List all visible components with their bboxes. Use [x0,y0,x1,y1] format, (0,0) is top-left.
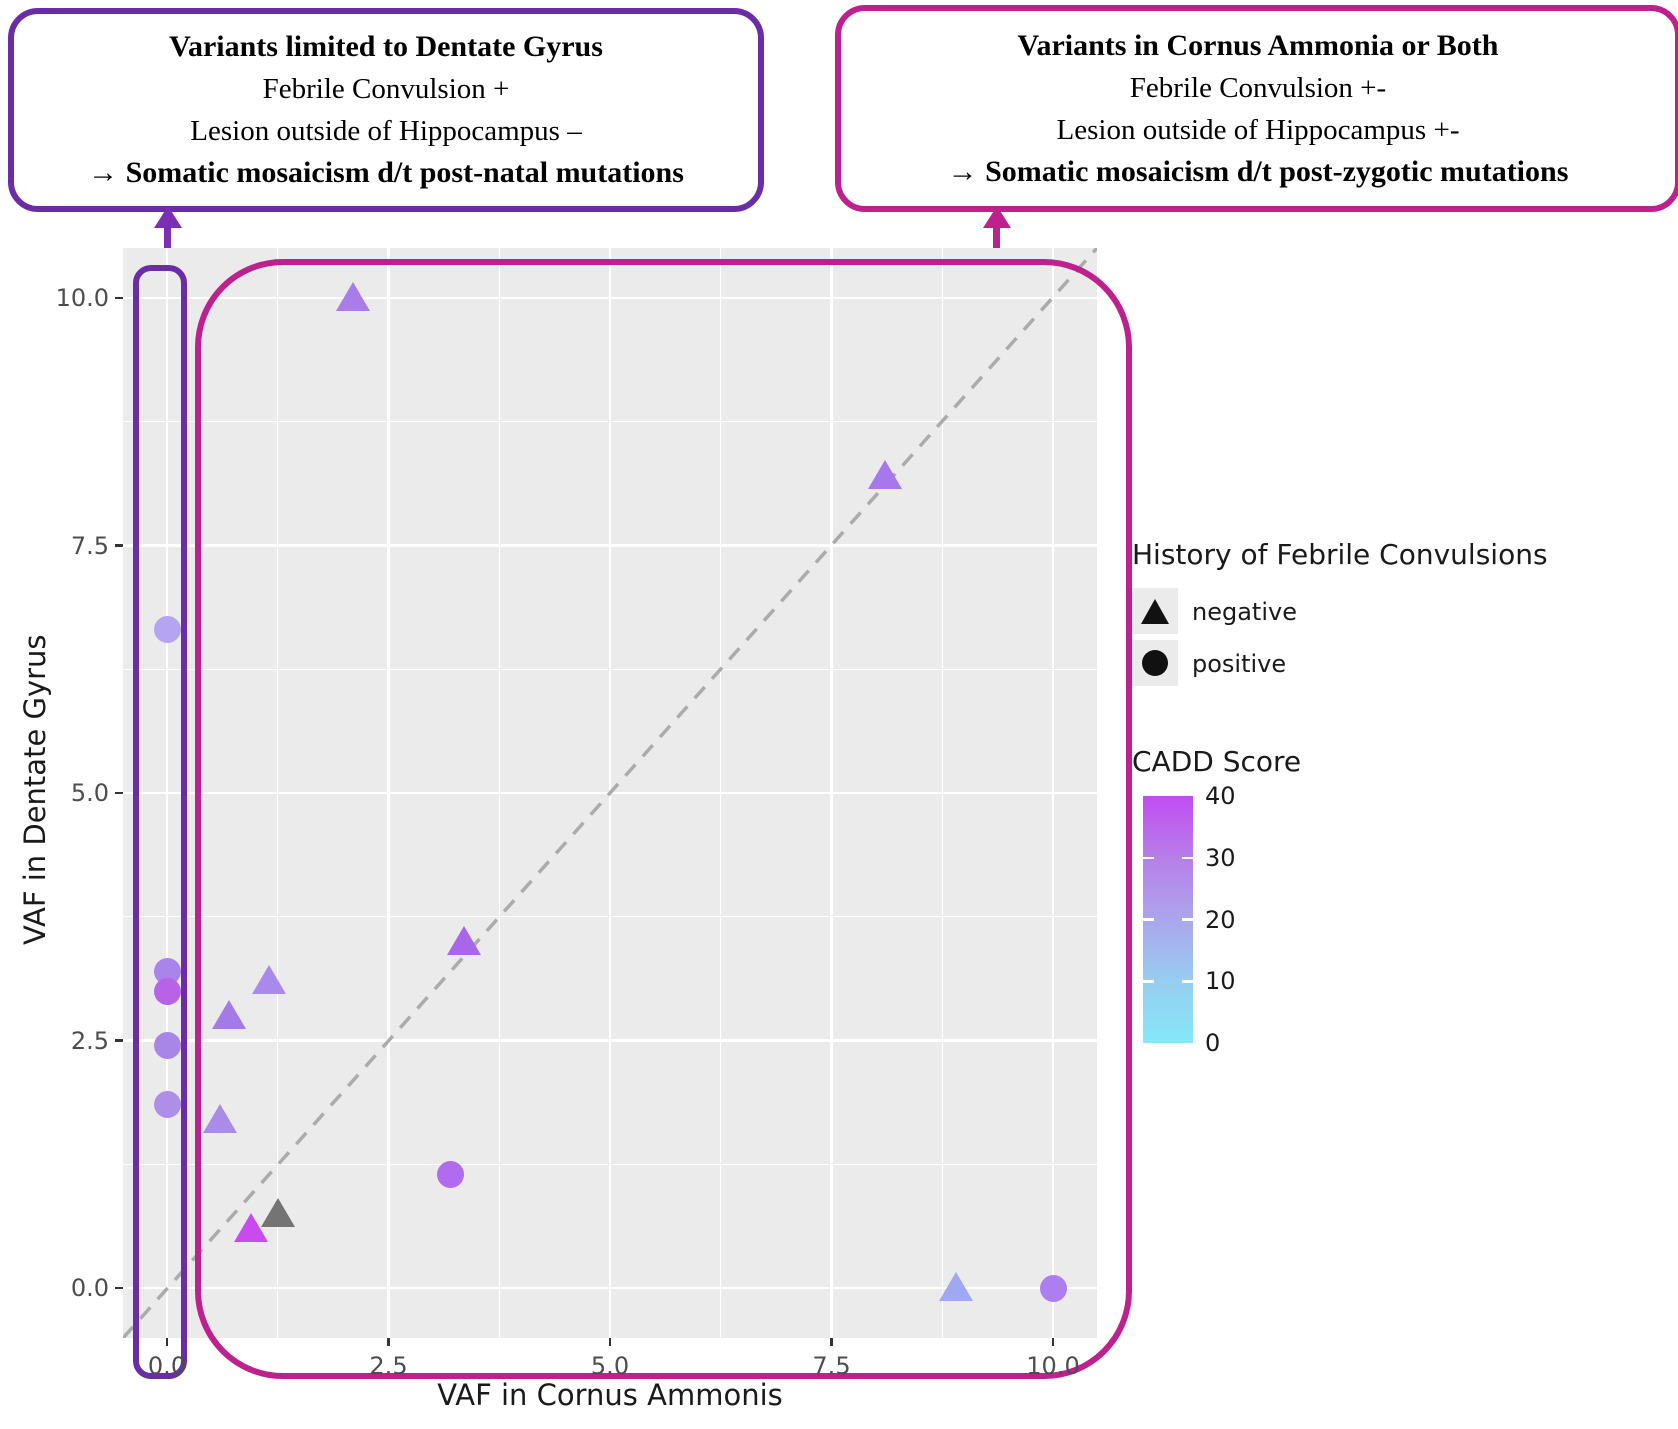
data-point-circle [153,1091,181,1119]
cadd-tick-dash [1143,856,1154,859]
annotation-line: Lesion outside of Hippocampus +- [1056,113,1460,146]
arrow-up-icon [154,206,182,228]
y-tick-label: 7.5 [70,531,109,560]
y-tick-label: 0.0 [70,1274,109,1302]
shape-legend-title: History of Febrile Convulsions [1132,538,1548,571]
legend-label-positive: positive [1192,650,1287,678]
x-tick-label: 2.5 [369,1352,408,1380]
data-point-triangle [938,1272,973,1301]
annotation-conclusion: → Somatic mosaicism d/t post-natal mutat… [88,156,684,189]
data-point-circle [153,977,181,1005]
x-tick-label: 10.0 [1026,1352,1080,1380]
data-point-triangle [867,460,902,490]
legend-key-negative [1132,588,1178,634]
annotation-conclusion: → Somatic mosaicism d/t post-zygotic mut… [947,154,1569,188]
y-tick-label: 10.0 [55,284,109,312]
cadd-tick-label: 40 [1205,782,1236,810]
annotation-title: Variants limited to Dentate Gyrus [169,30,603,63]
cadd-tick-label: 0 [1205,1029,1221,1057]
y-tick-label: 2.5 [70,1026,109,1055]
gridline-major-h [123,1286,1097,1290]
data-point-circle [153,1031,181,1059]
identity-line [123,248,1097,1338]
annotation-line: Febrile Convulsion +- [1129,71,1387,104]
cadd-tick-label: 20 [1205,905,1236,934]
y-tick-mark [115,1286,123,1290]
y-tick-label: 5.0 [70,779,109,807]
arrow-shaft [993,224,1000,262]
x-tick-mark [608,1338,612,1346]
x-tick-label: 7.5 [812,1352,851,1380]
arrow-up-icon [983,206,1011,228]
triangle-icon [1141,598,1169,624]
data-point-circle [437,1160,465,1188]
cadd-tick-label: 10 [1205,967,1236,996]
x-tick-label: 5.0 [590,1352,630,1380]
annotation-line: Lesion outside of Hippocampus – [190,115,582,147]
annotation-box-cornus-ammonia: Variants in Cornus Ammonia or Both Febri… [835,5,1678,212]
x-tick-mark [387,1338,390,1346]
data-point-triangle [446,925,481,955]
cadd-tick-dash [1143,918,1154,921]
legend-label-negative: negative [1192,598,1297,626]
annotation-line: Febrile Convulsion + [262,73,510,105]
cadd-tick-dash [1182,918,1193,921]
data-point-triangle [203,1103,238,1133]
data-point-triangle [260,1197,295,1227]
annotation-box-dentate-gyrus: Variants limited to Dentate Gyrus Febril… [8,8,764,212]
circle-icon [1142,650,1168,676]
gridline-major-h [123,544,1097,547]
x-tick-mark [830,1338,833,1346]
gridline-major-h [123,296,1097,300]
arrow-shaft [164,224,171,268]
highlight-rect-cornus-or-both [195,259,1132,1379]
color-legend-title: CADD Score [1132,745,1302,778]
data-point-circle [153,616,181,644]
annotation-title: Variants in Cornus Ammonia or Both [1017,28,1499,62]
cadd-tick-dash [1143,980,1154,983]
y-tick-mark [115,544,123,547]
y-tick-mark [115,791,123,795]
x-axis-title: VAF in Cornus Ammonis [437,1378,783,1412]
plot-panel [123,248,1097,1338]
x-tick-mark [1051,1338,1055,1346]
gridline-major-h [123,1039,1097,1042]
data-point-triangle [336,282,371,311]
data-point-triangle [212,999,247,1029]
cadd-tick-dash [1182,856,1193,859]
x-tick-mark [165,1338,169,1346]
highlight-rect-dentate-only [133,265,187,1379]
data-point-triangle [251,965,286,995]
y-tick-mark [115,1039,123,1042]
y-axis-title: VAF in Dentate Gyrus [18,634,52,945]
x-tick-label: 0.0 [147,1352,187,1380]
cadd-tick-label: 30 [1205,843,1236,872]
legend-key-positive [1132,640,1178,686]
cadd-tick-dash [1182,980,1193,983]
y-tick-mark [115,296,123,300]
